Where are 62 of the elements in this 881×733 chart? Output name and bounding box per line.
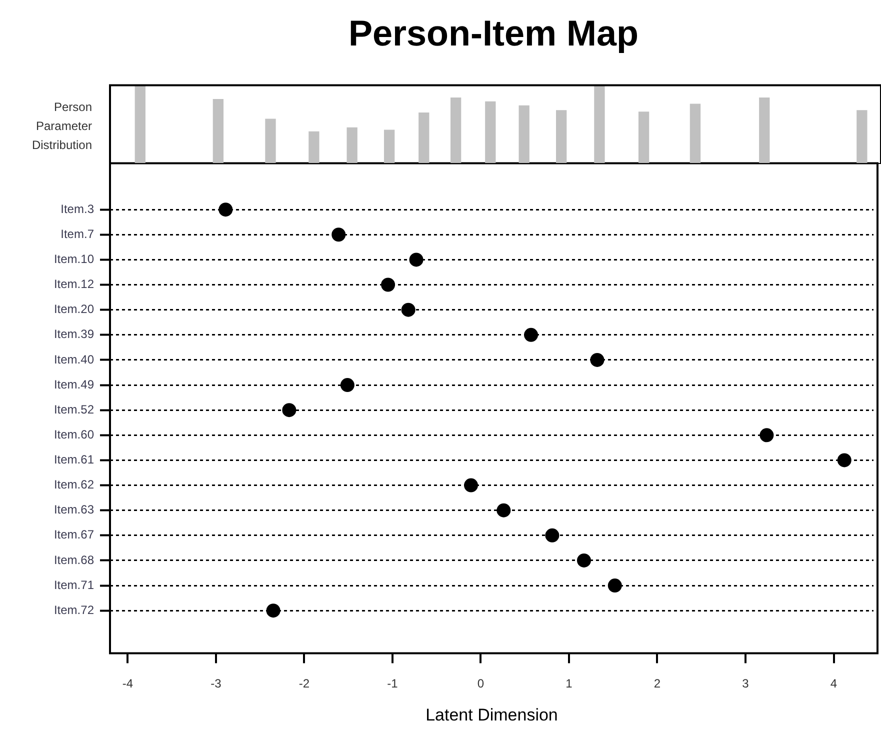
bar xyxy=(690,104,701,164)
y-tick-label: Item.3 xyxy=(60,202,94,216)
bar xyxy=(346,127,358,164)
point xyxy=(332,228,346,242)
bar xyxy=(308,131,320,164)
x-tick-label: -2 xyxy=(298,676,310,691)
point xyxy=(545,528,560,542)
point xyxy=(282,403,296,418)
x-tick-label: 2 xyxy=(654,676,661,691)
y-tick-label: Item.40 xyxy=(54,352,94,366)
point xyxy=(218,202,233,217)
y-tick-label: Item.20 xyxy=(54,302,94,316)
point xyxy=(608,578,622,593)
point xyxy=(340,378,354,392)
bar xyxy=(485,101,496,164)
y-tick-label: Item.49 xyxy=(54,377,94,392)
y-tick-label: Item.52 xyxy=(54,402,94,416)
x-tick-label: 0 xyxy=(477,676,484,691)
point xyxy=(464,478,478,492)
y-tick-label: Item.12 xyxy=(54,277,94,292)
bar xyxy=(518,105,530,164)
y-tick-label: Item.7 xyxy=(60,226,94,241)
y-tick-label: Item.63 xyxy=(54,502,94,517)
point xyxy=(409,252,424,267)
x-tick-label: -3 xyxy=(210,676,222,691)
y-axis-title: Person Parameter Distribution xyxy=(30,99,92,154)
point xyxy=(401,302,416,317)
y-tick-label: Item.72 xyxy=(54,602,94,617)
point xyxy=(760,428,774,442)
y-tick-label: Item.60 xyxy=(54,427,94,442)
y-tick-label: Item.62 xyxy=(54,478,94,492)
bar xyxy=(638,112,650,164)
bar xyxy=(450,97,462,164)
y-tick-label: Item.67 xyxy=(54,528,94,542)
bar xyxy=(856,110,868,164)
y-tick-label: Item.68 xyxy=(54,552,94,567)
bar xyxy=(418,112,430,164)
bar xyxy=(556,110,567,164)
y-tick-label: Item.61 xyxy=(54,452,94,467)
x-tick-label: 1 xyxy=(566,676,573,691)
x-axis-title: Latent Dimension xyxy=(426,705,558,724)
point xyxy=(524,328,538,342)
bar xyxy=(134,85,146,164)
bar xyxy=(594,85,605,164)
point xyxy=(576,553,591,568)
bar xyxy=(384,130,395,164)
x-tick-label: -1 xyxy=(387,676,398,691)
point xyxy=(590,352,604,367)
point xyxy=(266,604,280,618)
y-tick-label: Item.71 xyxy=(54,578,94,592)
point xyxy=(496,503,511,518)
bar xyxy=(265,118,276,164)
y-tick-label: Item.10 xyxy=(54,252,94,266)
y-tick-label: Item.39 xyxy=(54,327,94,342)
point xyxy=(381,278,396,292)
x-tick-label: -4 xyxy=(122,676,134,691)
bar xyxy=(212,99,224,164)
x-tick-label: 3 xyxy=(742,676,750,691)
point xyxy=(837,453,852,468)
bar xyxy=(759,97,770,164)
chart-title: Person-Item Map xyxy=(348,12,639,54)
x-tick-label: 4 xyxy=(830,676,838,691)
